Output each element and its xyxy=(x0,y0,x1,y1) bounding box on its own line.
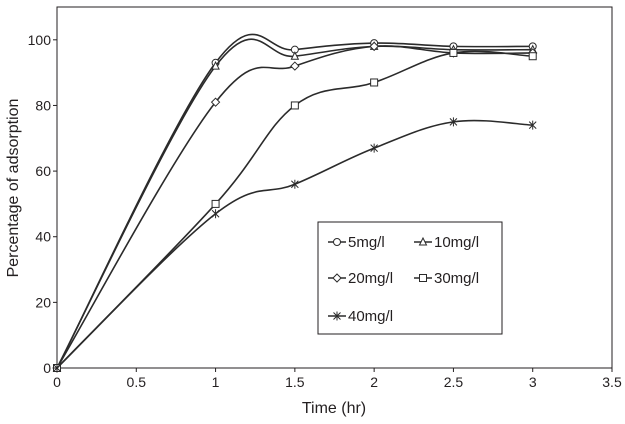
data-point-30mg-l xyxy=(370,78,379,87)
legend-label: 30mg/l xyxy=(434,270,479,287)
x-tick-label: 3 xyxy=(529,374,537,390)
y-axis-title: Percentage of adsorption xyxy=(5,99,22,278)
x-tick-label: 2 xyxy=(370,374,378,390)
y-axis-ticks: 0 20 40 60 80 100 xyxy=(28,32,57,376)
legend-marker-20mg-l xyxy=(332,273,342,283)
series-40mg-l xyxy=(53,117,537,373)
legend-marker-40mg-l xyxy=(333,311,341,321)
data-point-30mg-l xyxy=(528,52,537,61)
y-tick-label: 20 xyxy=(35,294,51,310)
data-point-10mg-l xyxy=(290,51,300,60)
plot-frame xyxy=(56,6,613,369)
x-tick-label: 1 xyxy=(212,374,220,390)
legend-marker-30mg-l xyxy=(419,274,427,282)
legend-item-40mg-l: 40mg/l xyxy=(328,308,393,325)
data-point-30mg-l xyxy=(449,48,458,57)
x-tick-label: 3.5 xyxy=(602,374,622,390)
y-tick-label: 40 xyxy=(35,229,51,245)
legend-label: 40mg/l xyxy=(348,308,393,325)
x-tick-label: 0.5 xyxy=(127,374,147,390)
y-tick-label: 0 xyxy=(43,360,51,376)
legend-item-30mg-l: 30mg/l xyxy=(414,270,479,287)
legend-item-20mg-l: 20mg/l xyxy=(328,270,393,287)
data-point-20mg-l xyxy=(290,61,300,71)
legend-label: 5mg/l xyxy=(348,234,385,251)
data-point-40mg-l xyxy=(291,179,299,189)
data-point-40mg-l xyxy=(370,143,378,153)
legend-box xyxy=(317,221,503,335)
legend-item-5mg-l: 5mg/l xyxy=(328,234,385,251)
data-point-20mg-l xyxy=(369,41,379,52)
y-tick-label: 100 xyxy=(28,32,52,48)
data-point-40mg-l xyxy=(449,117,458,127)
legend-label: 10mg/l xyxy=(434,234,479,251)
data-point-40mg-l xyxy=(528,120,537,130)
x-axis-title: Time (hr) xyxy=(302,400,366,417)
legend-label: 20mg/l xyxy=(348,270,393,287)
y-tick-label: 60 xyxy=(35,163,51,179)
legend-item-10mg-l: 10mg/l xyxy=(414,234,479,251)
legend: 5mg/l 10mg/l 20mg/l 30mg/l 40mg/l xyxy=(317,221,503,335)
x-tick-label: 0 xyxy=(53,374,61,390)
data-point-40mg-l xyxy=(211,209,220,219)
x-tick-label: 2.5 xyxy=(444,374,464,390)
x-axis-ticks: 0 0.5 1 1.5 2 2.5 3 3.5 xyxy=(53,368,622,390)
data-point-10mg-l xyxy=(211,60,220,70)
y-tick-label: 80 xyxy=(35,97,51,113)
data-point-30mg-l xyxy=(211,199,220,208)
legend-marker-10mg-l xyxy=(418,236,428,246)
legend-marker-5mg-l xyxy=(333,238,341,246)
data-point-20mg-l xyxy=(210,97,221,107)
x-tick-label: 1.5 xyxy=(285,374,305,390)
data-point-30mg-l xyxy=(290,101,299,110)
